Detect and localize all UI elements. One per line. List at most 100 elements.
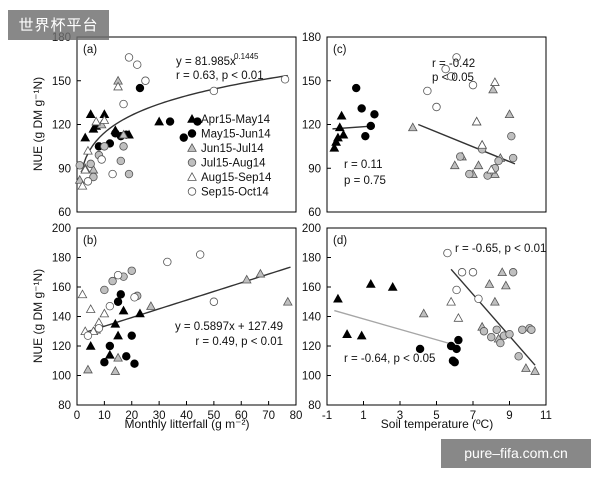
data-point-d (518, 325, 527, 334)
data-point-c (507, 131, 516, 141)
x-tick-label-b: 60 (235, 410, 248, 422)
y-tick-label-b: 120 (52, 341, 71, 353)
legend: Apr15-May14 May15-Jun14 Jun15-Jul14 Jul15-A… (187, 113, 272, 199)
annotation-c: p = 0.75 (344, 175, 386, 187)
data-point-d (496, 338, 505, 348)
panel-d: 80 100 120 140 160 180 200 -1 1 3 5 7 9 11 (d) (302, 223, 552, 422)
data-point-b (113, 271, 123, 280)
legend-label: Sep15-Oct14 (201, 187, 269, 199)
annotation-a: y = 81.985x (176, 56, 236, 68)
y-tick-label-b: 180 (52, 253, 71, 265)
data-point-a (124, 169, 134, 179)
y-tick-label-a: 120 (52, 120, 71, 132)
data-point-c (338, 129, 349, 139)
data-point-c (352, 83, 361, 93)
data-point-a (75, 161, 84, 170)
data-point-c (508, 153, 518, 163)
data-point-c (432, 102, 441, 112)
data-point-b (104, 349, 115, 359)
data-point-b (108, 276, 117, 286)
data-point-c (449, 160, 460, 170)
data-point-a (119, 99, 128, 109)
data-point-d (492, 325, 501, 334)
data-point-b (130, 359, 139, 368)
legend-label: Apr15-May14 (201, 114, 271, 126)
y-tick-label-c: 180 (302, 32, 321, 44)
panel-frame-b (76, 227, 297, 406)
data-point-b (85, 340, 96, 350)
data-point-a (77, 180, 88, 190)
data-point-d (527, 325, 536, 334)
data-point-b (110, 366, 121, 375)
data-point-b (99, 308, 110, 318)
data-point-d (342, 329, 352, 338)
data-point-d (387, 281, 398, 291)
y-tick-label-b: 100 (52, 371, 71, 383)
annotation-c: r = 0.11 (344, 159, 382, 171)
x-tick-label-b: 80 (290, 410, 303, 422)
watermark-bottom-right: pure–fifa.com.cn (441, 439, 591, 468)
data-point-d (484, 279, 495, 288)
data-point-b (77, 289, 88, 299)
y-tick-label-d: 80 (308, 400, 321, 412)
legend-marker (187, 113, 197, 123)
data-point-b (83, 331, 93, 340)
data-point-d (530, 366, 540, 375)
fit-line-a (81, 74, 288, 168)
data-point-b (241, 274, 252, 284)
data-point-d (356, 330, 367, 340)
data-point-d (500, 280, 511, 290)
data-point-c (465, 169, 474, 179)
fit-line-d-1 (450, 268, 536, 366)
data-point-a (108, 169, 117, 179)
data-point-b (195, 250, 205, 259)
y-tick-label-b: 200 (52, 223, 71, 235)
data-point-a (165, 117, 175, 126)
legend-marker (187, 187, 197, 196)
data-point-d (443, 248, 452, 258)
data-point-b (113, 352, 123, 362)
x-tick-label-b: 50 (207, 410, 220, 422)
data-point-c (336, 110, 347, 120)
annotation-c: p < 0.05 (432, 72, 474, 84)
y-tick-label-c: 150 (302, 76, 321, 88)
y-tick-label-c: 60 (308, 207, 321, 219)
fit-line-d-0 (334, 309, 459, 347)
panel-label-c: (c) (333, 44, 347, 56)
x-tick-label-b: 30 (153, 410, 166, 422)
y-tick-label-c: 120 (302, 120, 321, 132)
y-axis-label-bottom: NUE (g DM g⁻¹N) (31, 269, 45, 363)
data-point-a (119, 142, 128, 151)
y-tick-label-d: 140 (302, 312, 321, 324)
y-tick-label-c: 90 (308, 163, 321, 175)
data-point-d (508, 268, 518, 277)
data-point-a (89, 172, 98, 182)
data-point-c (468, 80, 478, 90)
data-point-b (127, 266, 136, 275)
x-axis-label-litterfall: Monthly litterfall (g m⁻²) (124, 417, 249, 431)
x-tick-label-d: 7 (470, 410, 476, 422)
data-point-c (456, 152, 465, 161)
data-point-d (365, 279, 376, 288)
data-point-b (255, 268, 266, 278)
data-point-b (105, 341, 115, 351)
data-point-c (361, 131, 370, 141)
data-point-d (474, 294, 483, 303)
data-point-c (471, 116, 482, 126)
data-point-d (452, 285, 461, 295)
y-tick-label-d: 100 (302, 371, 321, 383)
data-point-c (488, 84, 498, 94)
data-point-a (100, 142, 109, 151)
data-point-c (490, 169, 500, 178)
y-tick-label-a: 150 (52, 76, 71, 88)
data-point-b (130, 293, 139, 302)
data-point-a (85, 109, 96, 119)
legend-marker (187, 158, 197, 167)
legend-marker (187, 142, 197, 152)
data-point-a (133, 60, 142, 69)
y-tick-label-b: 80 (58, 400, 71, 412)
data-point-d (505, 330, 514, 339)
data-point-d (514, 352, 523, 361)
x-tick-label-d: 9 (506, 410, 512, 422)
